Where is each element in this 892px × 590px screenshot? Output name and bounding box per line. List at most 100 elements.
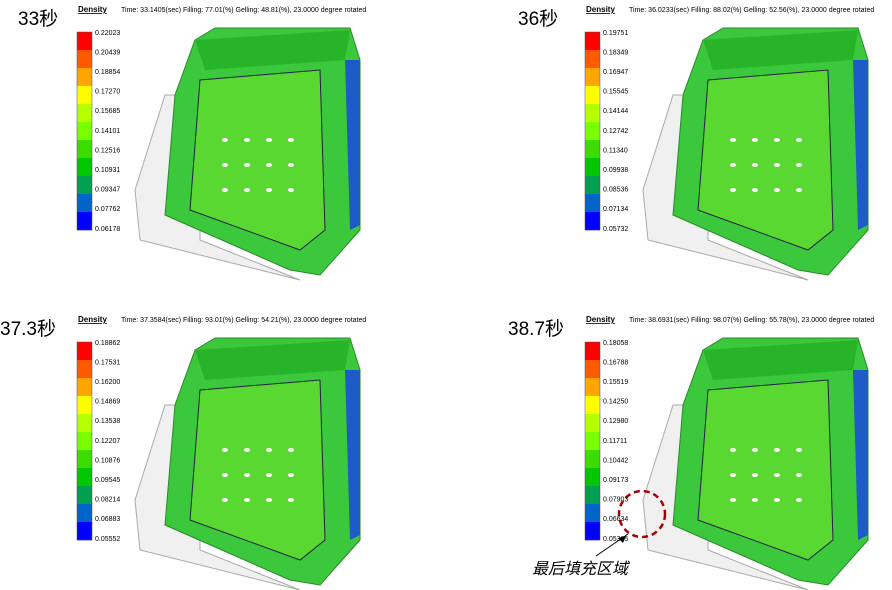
legend-cell	[77, 342, 92, 361]
legend-label: 0.14250	[603, 399, 628, 406]
legend-label: 0.09545	[95, 477, 120, 484]
hole	[774, 188, 780, 192]
legend-cell	[585, 414, 600, 433]
legend-cell	[585, 194, 600, 213]
legend-label: 0.17531	[95, 359, 120, 366]
legend-cell	[77, 504, 92, 523]
info-text: Time: 33.1405(sec) Filling: 77.01(%) Gel…	[121, 7, 366, 14]
legend-cell	[77, 450, 92, 469]
hole	[244, 473, 250, 477]
legend-label: 0.09173	[603, 477, 628, 484]
hole	[774, 163, 780, 167]
part-shade	[195, 30, 350, 70]
legend-frame	[584, 31, 601, 231]
legend-label: 0.13538	[95, 418, 120, 425]
legend-title: Density	[78, 315, 107, 324]
hole	[730, 448, 736, 452]
legend-label: 0.09938	[603, 167, 628, 174]
hole	[288, 448, 294, 452]
legend-label: 0.12516	[95, 147, 120, 154]
hole	[288, 473, 294, 477]
hole	[266, 188, 272, 192]
hole	[244, 163, 250, 167]
legend-cell	[585, 68, 600, 87]
legend-cell	[77, 414, 92, 433]
hole	[730, 163, 736, 167]
legend-label: 0.09347	[95, 187, 120, 194]
hole	[730, 138, 736, 142]
hole	[266, 163, 272, 167]
hole	[774, 498, 780, 502]
arrow-head	[618, 536, 626, 543]
legend-cell	[77, 360, 92, 379]
legend-cell	[585, 486, 600, 505]
legend-title: Density	[586, 315, 615, 324]
legend-label: 0.05552	[95, 536, 120, 543]
legend-cell	[585, 360, 600, 379]
hole	[266, 448, 272, 452]
legend-cell	[77, 378, 92, 397]
hole	[796, 188, 802, 192]
legend-label: 0.07903	[603, 497, 628, 504]
hole	[752, 163, 758, 167]
time-label: 37.3秒	[0, 318, 56, 340]
part-inner	[697, 379, 834, 561]
legend-label: 0.11340	[603, 147, 628, 154]
info-text: Time: 37.3584(sec) Filling: 93.01(%) Gel…	[121, 317, 366, 324]
part-edge	[853, 60, 868, 230]
hole	[222, 163, 228, 167]
part-shade	[703, 340, 858, 380]
legend-cell	[77, 86, 92, 105]
legend-cell	[585, 396, 600, 415]
legend-frame	[76, 31, 93, 231]
legend-cell	[585, 32, 600, 51]
panel	[642, 337, 869, 590]
legend-title: Density	[586, 5, 615, 14]
legend-cell	[77, 468, 92, 487]
hole	[266, 138, 272, 142]
hole	[244, 188, 250, 192]
legend-label: 0.18349	[603, 49, 628, 56]
hole	[796, 163, 802, 167]
legend-cell	[585, 50, 600, 69]
time-label: 38.7秒	[508, 318, 564, 340]
legend-label: 0.05365	[603, 536, 628, 543]
hole	[752, 138, 758, 142]
hole	[752, 188, 758, 192]
legend-cell	[77, 212, 92, 231]
highlight-circle	[617, 489, 667, 539]
hole	[244, 138, 250, 142]
legend-cell	[585, 450, 600, 469]
legend-cell	[585, 140, 600, 159]
legend-label: 0.10876	[95, 457, 120, 464]
legend-label: 0.08536	[603, 187, 628, 194]
info-text: Time: 36.0233(sec) Filling: 88.02(%) Gel…	[629, 7, 874, 14]
panel	[134, 337, 361, 590]
part-shade	[195, 340, 350, 380]
legend-label: 0.12742	[603, 128, 628, 135]
legend-label: 0.07762	[95, 206, 120, 213]
legend-cell	[77, 486, 92, 505]
part-inner	[189, 69, 326, 251]
legend-cell	[77, 140, 92, 159]
legend-label: 0.18854	[95, 69, 120, 76]
legend-title: Density	[78, 5, 107, 14]
legend-label: 0.14144	[603, 108, 628, 115]
legend-cell	[77, 32, 92, 51]
legend-cell	[77, 68, 92, 87]
part-shade	[703, 30, 858, 70]
hole	[288, 498, 294, 502]
legend-label: 0.10931	[95, 167, 120, 174]
legend-label: 0.14869	[95, 399, 120, 406]
legend-label: 0.15519	[603, 379, 628, 386]
legend-cell	[585, 104, 600, 123]
legend-label: 0.10442	[603, 457, 628, 464]
legend-cell	[585, 212, 600, 231]
legend-label: 0.14101	[95, 128, 120, 135]
legend-cell	[77, 50, 92, 69]
legend-label: 0.18058	[603, 340, 628, 347]
legend-label: 0.20439	[95, 49, 120, 56]
legend-cell	[77, 522, 92, 541]
legend-label: 0.15545	[603, 89, 628, 96]
hole	[796, 498, 802, 502]
